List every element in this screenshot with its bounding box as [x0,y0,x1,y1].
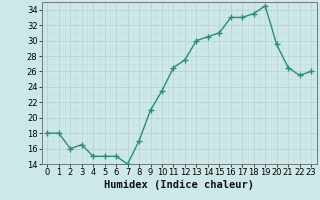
X-axis label: Humidex (Indice chaleur): Humidex (Indice chaleur) [104,180,254,190]
